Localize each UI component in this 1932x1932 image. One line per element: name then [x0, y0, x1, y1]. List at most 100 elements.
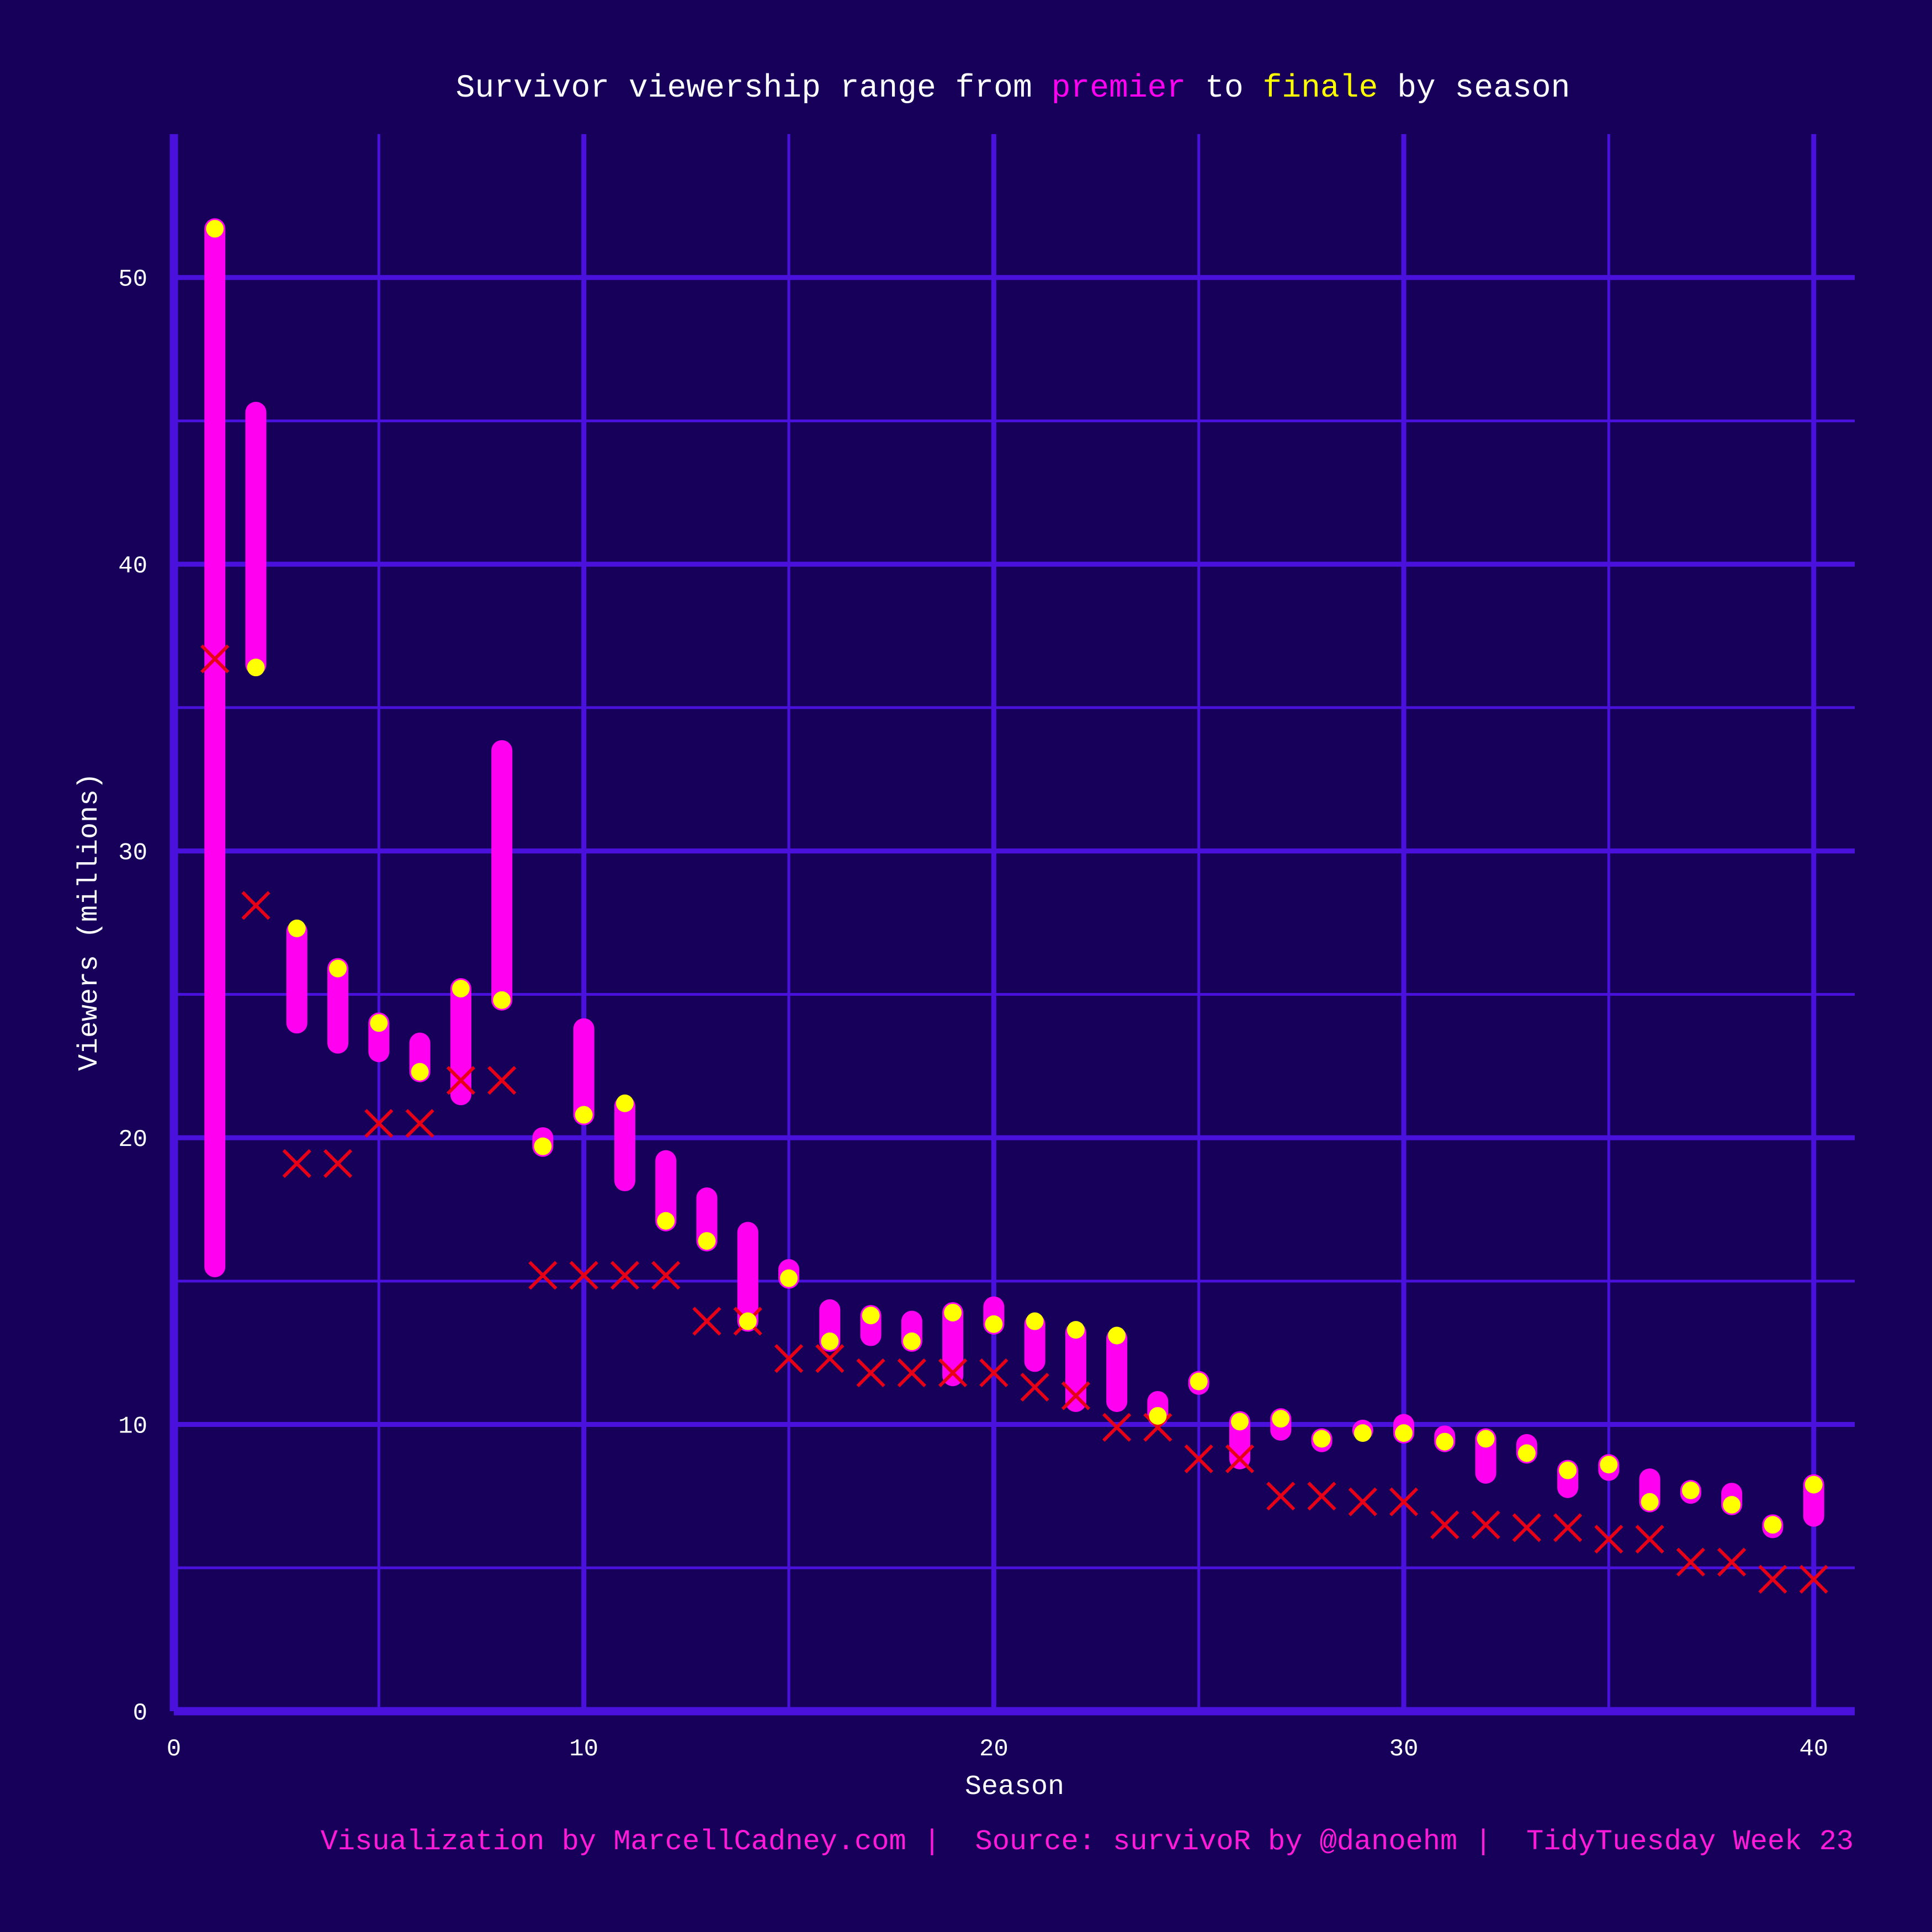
cross-marker — [1225, 1444, 1255, 1474]
cross-stroke — [1389, 1487, 1419, 1516]
cross-stroke — [528, 1261, 558, 1290]
cross-marker — [1348, 1487, 1377, 1516]
y-tick-label: 50 — [118, 266, 147, 294]
cross-marker — [446, 1066, 475, 1095]
cross-marker — [897, 1358, 926, 1388]
finale-point — [1681, 1482, 1700, 1500]
cross-stroke — [1061, 1381, 1091, 1410]
cross-marker — [364, 1108, 394, 1138]
cross-marker — [1717, 1547, 1747, 1577]
cross-marker — [1799, 1564, 1828, 1594]
cross-marker — [1758, 1564, 1787, 1594]
cross-marker — [405, 1108, 434, 1138]
cross-stroke — [241, 891, 270, 920]
y-axis-title: Viewers (millions) — [74, 773, 105, 1071]
finale-point — [1764, 1516, 1782, 1534]
finale-point — [615, 1094, 634, 1112]
cross-marker — [487, 1066, 517, 1095]
finale-point — [206, 220, 224, 238]
cross-stroke — [1102, 1413, 1132, 1442]
cross-stroke — [1471, 1510, 1500, 1540]
cross-stroke — [364, 1108, 394, 1138]
cross-marker — [692, 1307, 721, 1336]
cross-stroke — [487, 1066, 517, 1095]
cross-marker — [1020, 1372, 1049, 1402]
cross-stroke — [1758, 1564, 1787, 1594]
cross-stroke — [815, 1344, 845, 1373]
cross-stroke — [856, 1358, 885, 1388]
finale-point — [821, 1332, 839, 1350]
cross-stroke — [1635, 1525, 1664, 1554]
cross-stroke — [1348, 1487, 1377, 1516]
cross-marker — [1471, 1510, 1500, 1540]
cross-stroke — [1512, 1513, 1541, 1542]
cross-stroke — [1020, 1372, 1049, 1402]
cross-marker — [1635, 1525, 1664, 1554]
title-part-finale: finale — [1262, 71, 1378, 107]
title-part-premier: premier — [1052, 71, 1186, 107]
finale-point — [1395, 1424, 1413, 1442]
cross-stroke — [569, 1261, 598, 1290]
cross-marker — [1061, 1381, 1091, 1410]
cross-stroke — [774, 1344, 804, 1373]
finale-point — [1026, 1312, 1044, 1330]
cross-marker — [774, 1344, 804, 1373]
cross-stroke — [1430, 1510, 1459, 1540]
finale-point — [411, 1063, 429, 1081]
y-tick-label: 30 — [118, 840, 147, 867]
finale-point — [1272, 1410, 1290, 1428]
cross-stroke — [1553, 1513, 1583, 1542]
finale-point — [698, 1232, 716, 1250]
cross-stroke — [897, 1358, 926, 1388]
finale-point — [452, 979, 470, 997]
finale-point — [534, 1137, 552, 1155]
cross-marker — [1143, 1413, 1172, 1442]
finale-point — [329, 959, 347, 978]
finale-point — [370, 1014, 388, 1032]
finale-point — [1190, 1372, 1208, 1390]
caption: Visualization by MarcellCadney.com | Sou… — [321, 1825, 1854, 1858]
finale-point — [657, 1212, 675, 1230]
cross-stroke — [200, 644, 230, 673]
cross-stroke — [1717, 1547, 1747, 1577]
cross-marker — [1266, 1482, 1296, 1511]
cross-stroke — [405, 1108, 434, 1138]
cross-marker — [856, 1358, 885, 1388]
cross-marker — [1184, 1444, 1213, 1474]
cross-stroke — [979, 1358, 1009, 1388]
axis-layer: 0 10 20 30 40 0 10 20 30 40 50 — [118, 134, 1855, 1763]
cross-marker — [1676, 1547, 1706, 1577]
cross-marker — [651, 1261, 681, 1290]
cross-stroke — [1184, 1444, 1213, 1474]
y-tick-label: 0 — [133, 1700, 147, 1727]
cross-stroke — [1143, 1413, 1172, 1442]
finale-point — [1517, 1444, 1536, 1462]
cross-stroke — [1676, 1547, 1706, 1577]
finale-point — [288, 919, 306, 937]
title-part-1: Survivor viewership range from — [456, 71, 1052, 107]
x-tick-label: 20 — [979, 1735, 1009, 1763]
x-tick-label: 10 — [569, 1735, 598, 1763]
cross-marker — [938, 1358, 968, 1388]
cross-marker — [979, 1358, 1009, 1388]
finale-point — [903, 1332, 921, 1350]
cross-marker — [569, 1261, 598, 1290]
finale-point — [1230, 1413, 1249, 1431]
cross-stroke — [1307, 1482, 1336, 1511]
caption-separator-1: | — [906, 1825, 975, 1858]
x-tick-label: 40 — [1799, 1735, 1828, 1763]
cross-stroke — [1225, 1444, 1255, 1474]
finale-point — [1600, 1456, 1618, 1474]
cross-stroke — [1594, 1525, 1623, 1554]
cross-stroke — [610, 1261, 640, 1290]
cross-stroke — [651, 1261, 681, 1290]
finale-point — [780, 1269, 798, 1287]
finale-point — [1723, 1495, 1741, 1514]
finale-point — [1641, 1493, 1659, 1511]
cross-stroke — [692, 1307, 721, 1336]
cross-marker — [610, 1261, 640, 1290]
caption-visualization: Visualization by MarcellCadney.com — [321, 1825, 906, 1858]
cross-stroke — [323, 1149, 353, 1178]
cross-marker — [815, 1344, 845, 1373]
finale-point — [944, 1303, 962, 1321]
